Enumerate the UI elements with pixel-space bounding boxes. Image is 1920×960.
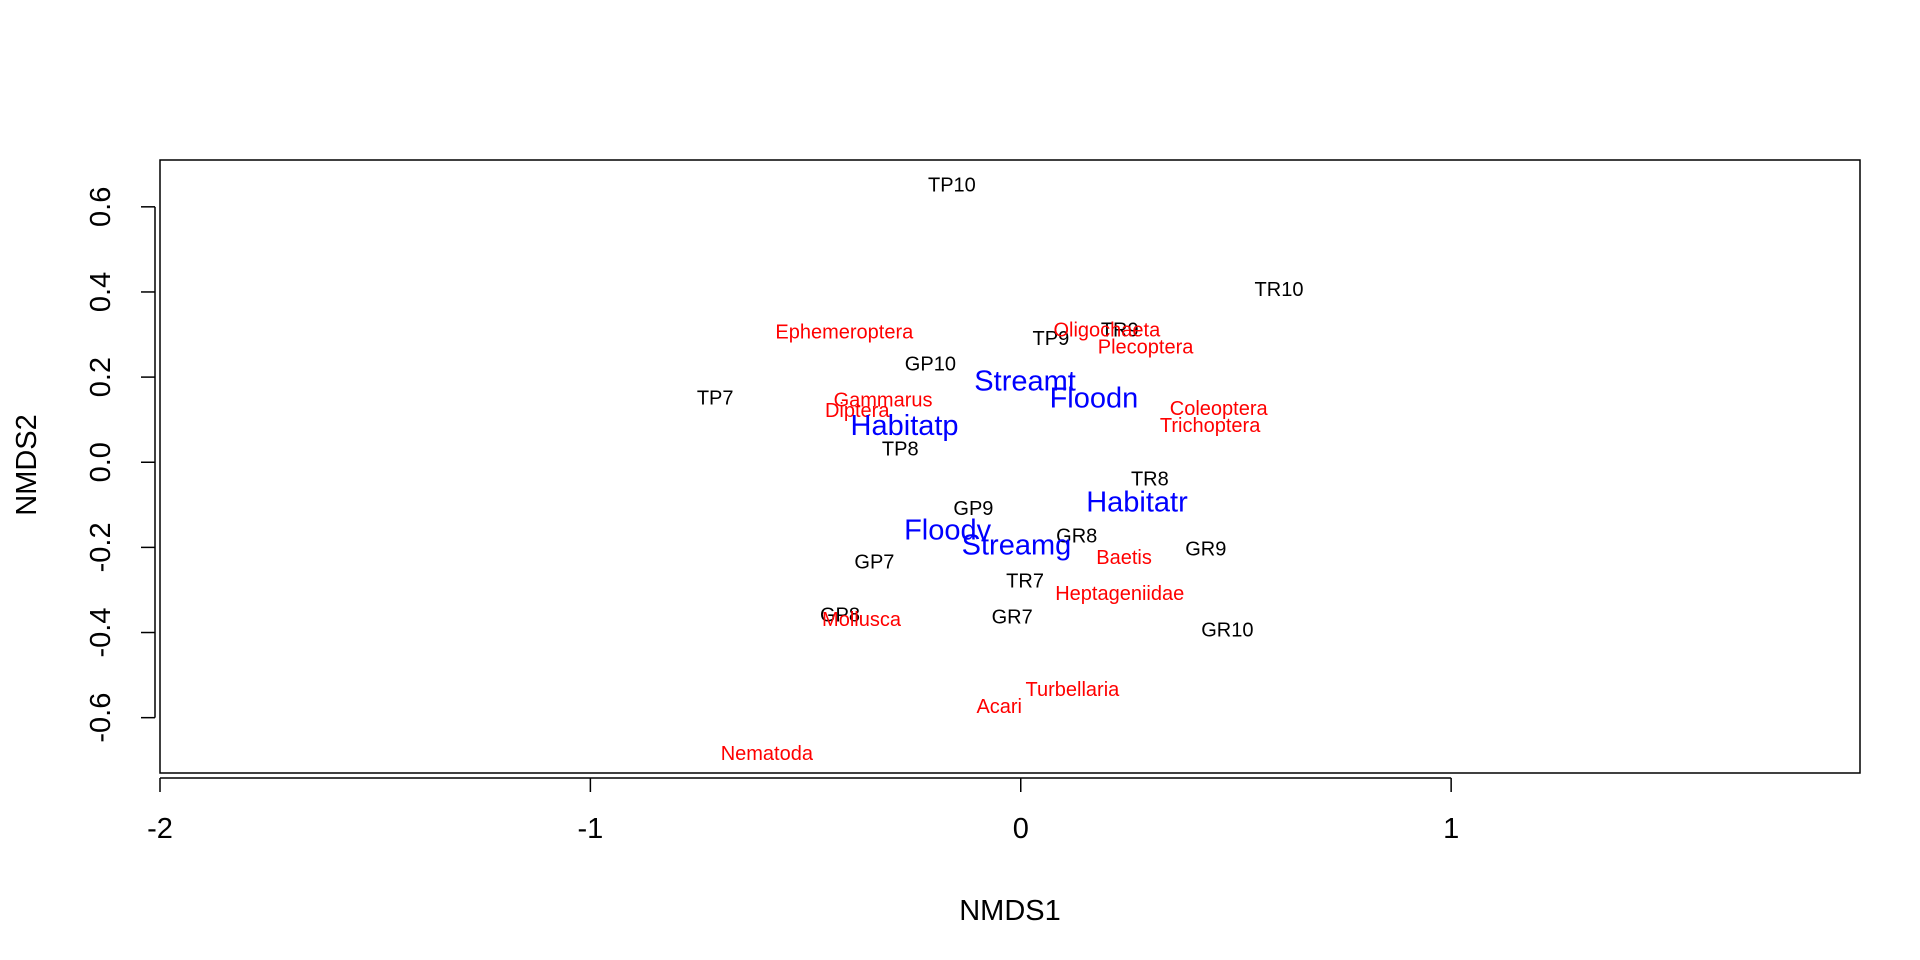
x-tick-label: 1 [1443,813,1459,845]
site-label-tp8: TP8 [882,438,919,460]
site-label-tp10: TP10 [928,175,976,197]
site-label-gr7: GR7 [992,607,1033,629]
x-axis: -2 -1 0 1 [147,777,1459,845]
environment-label-streamg: Streamg [962,529,1072,561]
environment-label-streamt: Streamt [974,365,1076,397]
site-label-gp10: GP10 [905,353,956,375]
species-label-diptera: Diptera [825,400,890,422]
y-tick-label: -0.4 [85,608,117,658]
y-tick-label: 0.2 [85,357,117,397]
site-label-tp9: TP9 [1033,328,1070,350]
species-label-ephemeroptera: Ephemeroptera [775,321,914,343]
species-label-oligochaeta: Oligochaeta [1053,319,1161,341]
species-label-baetis: Baetis [1096,547,1152,569]
y-axis: -0.6 -0.4 -0.2 0.0 0.2 0.4 0.6 [85,187,156,743]
environment-label-habitatp: Habitatp [851,410,959,442]
site-label-gp8: GP8 [820,604,860,626]
species-label-trichoptera: Trichoptera [1160,415,1261,437]
plot-frame [159,159,1861,774]
ordination-labels: TP10 TR10 TR9 TP9 GP10 TP7 TP8 TR8 GP9 GR8 GR9 GP7 T… [697,175,1304,765]
site-label-gr10: GR10 [1201,619,1253,641]
species-label-coleoptera: Coleoptera [1170,398,1269,420]
x-axis-label: NMDS1 [959,895,1061,927]
y-tick-label: 0.4 [85,272,117,312]
site-label-gr8: GR8 [1056,526,1097,548]
x-tick-label: -1 [577,813,603,845]
y-tick-label: 0.0 [85,442,117,482]
species-label-turbellaria: Turbellaria [1026,679,1121,701]
y-tick-label: -0.6 [85,693,117,743]
site-label-tr10: TR10 [1255,279,1304,301]
site-label-tr7: TR7 [1006,570,1044,592]
site-label-gr9: GR9 [1185,539,1226,561]
environment-label-floodv: Floodv [904,514,992,546]
species-label-gammarus: Gammarus [834,390,933,412]
environment-label-floodn: Floodn [1050,382,1139,414]
x-tick-label: 0 [1013,813,1029,845]
site-label-gp7: GP7 [854,551,894,573]
environment-label-habitatr: Habitatr [1086,487,1188,519]
species-label-mollusca: Mollusca [822,609,902,631]
species-label-acari: Acari [976,696,1022,718]
y-tick-label: 0.6 [85,187,117,227]
site-label-tp7: TP7 [697,387,734,409]
x-tick-label: -2 [147,813,173,845]
species-label-nematoda: Nematoda [721,743,814,765]
y-tick-label: -0.2 [85,522,117,572]
species-label-heptageniidae: Heptageniidae [1055,583,1184,605]
species-label-plecoptera: Plecoptera [1098,336,1194,358]
site-label-tr9: TR9 [1101,319,1139,341]
y-axis-label: NMDS2 [11,414,43,516]
site-label-tr8: TR8 [1131,468,1169,490]
site-label-gp9: GP9 [953,498,993,520]
